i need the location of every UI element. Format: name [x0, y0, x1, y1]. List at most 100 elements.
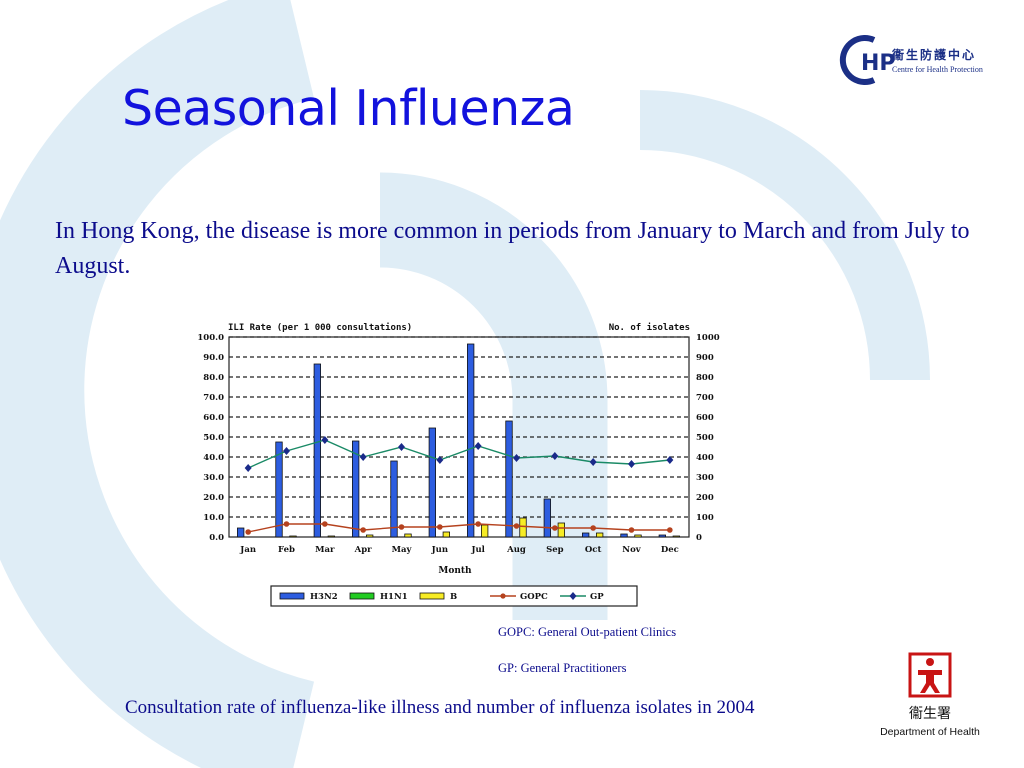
bar-b [557, 522, 565, 538]
point-gopc [552, 525, 558, 531]
point-gp [283, 447, 290, 455]
y-tick-label: 80.0 [203, 373, 224, 383]
point-gopc [283, 521, 290, 527]
legend-marker [569, 592, 577, 600]
point-gp [474, 442, 482, 450]
bar-h3n2 [313, 363, 321, 538]
y-tick-label: 40.0 [203, 453, 224, 463]
chart-caption: Consultation rate of influenza-like illn… [125, 697, 755, 718]
y2-tick-label: 900 [696, 353, 714, 363]
chart-grid [229, 336, 689, 518]
bar-b [634, 534, 642, 538]
bar-h3n2 [352, 440, 360, 538]
point-gopc [322, 521, 328, 527]
x-tick-label: Mar [315, 545, 335, 555]
legend-swatch-b [419, 592, 445, 600]
y-tick-label: 70.0 [203, 393, 224, 403]
y2-tick-label: 1000 [696, 333, 720, 343]
line-gp [247, 439, 670, 469]
note-gp: GP: General Practitioners [498, 661, 627, 675]
right-axis-title: No. of isolates [609, 322, 690, 333]
x-tick-label: Apr [354, 545, 373, 555]
point-gp [551, 452, 559, 460]
point-gopc [475, 521, 481, 527]
x-tick-label: Dec [661, 545, 679, 555]
plot-area-border [228, 336, 690, 538]
bar-h3n2 [275, 441, 283, 538]
left-axis-title: ILI Rate (per 1 000 consultations) [228, 322, 412, 333]
y-tick-label: 50.0 [203, 433, 224, 443]
y2-tick-label: 300 [696, 473, 714, 483]
bar-h3n2 [467, 343, 475, 538]
bar-h3n2 [390, 460, 398, 538]
note-gopc: GOPC: General Out-patient Clinics [498, 625, 677, 639]
chp-logo-mark: HP [861, 51, 896, 76]
x-axis-ticks: Jan Feb Mar Apr May Jun Jul Aug Sep Oct Nov Dec [239, 545, 679, 555]
legend-label: GOPC [520, 592, 548, 602]
bar-b [289, 535, 297, 538]
bar-h3n2 [428, 427, 436, 538]
legend-marker [500, 593, 506, 599]
legend-label: H1N1 [380, 592, 408, 602]
point-gp [321, 436, 329, 444]
y-tick-label: 20.0 [203, 493, 224, 503]
bar-h3n2 [582, 532, 590, 538]
y2-tick-label: 700 [696, 393, 714, 403]
bar-b [519, 517, 527, 538]
bar-b [672, 535, 680, 538]
point-gp [244, 464, 252, 472]
point-gopc [513, 523, 520, 529]
bar-b [481, 524, 489, 538]
slide-title: Seasonal Influenza [122, 80, 575, 137]
point-gopc [398, 524, 405, 530]
doh-logo-english: Department of Health [880, 726, 980, 738]
x-tick-label: Feb [278, 545, 295, 555]
chp-logo: HP 衞生防護中心 Centre for Health Protection [839, 35, 983, 85]
y2-tick-label: 800 [696, 373, 714, 383]
bar-b [404, 533, 412, 538]
x-tick-label: May [392, 545, 413, 555]
y-tick-label: 60.0 [203, 413, 224, 423]
point-gp [513, 454, 520, 462]
bar-h3n2 [237, 527, 245, 538]
y-tick-label: 30.0 [203, 473, 224, 483]
bar-b [596, 532, 604, 538]
point-gp [436, 456, 444, 464]
y2-tick-label: 400 [696, 453, 714, 463]
legend-swatch-h3n2 [279, 592, 305, 600]
slide-body-text: In Hong Kong, the disease is more common… [55, 218, 970, 279]
bar-series [237, 343, 680, 538]
y-tick-label: 100.0 [197, 333, 224, 343]
point-gopc [360, 527, 366, 533]
legend-box [270, 585, 638, 607]
y-tick-label: 90.0 [203, 353, 224, 363]
left-axis-ticks: 0.0 10.0 20.0 30.0 40.0 50.0 60.0 70.0 80.0 90.0 1… [197, 333, 224, 543]
x-tick-label: Sep [546, 545, 564, 555]
point-gp [398, 443, 405, 451]
x-tick-label: Oct [585, 545, 602, 555]
line-gopc [248, 523, 670, 533]
point-gp [589, 458, 597, 466]
y-tick-label: 10.0 [203, 513, 224, 523]
doh-logo-chinese: 衞生署 [909, 706, 951, 722]
x-tick-label: Aug [506, 545, 526, 555]
bar-h3n2 [620, 533, 628, 538]
line-series [244, 436, 674, 535]
point-gopc [590, 525, 596, 531]
x-tick-label: Nov [622, 545, 641, 555]
point-gp [628, 460, 635, 468]
point-gopc [628, 527, 635, 533]
legend-label: H3N2 [310, 592, 338, 602]
y2-tick-label: 100 [696, 513, 714, 523]
y2-tick-label: 200 [696, 493, 714, 503]
y-tick-label: 0.0 [209, 533, 224, 543]
legend-label: B [450, 592, 457, 602]
bar-h3n2 [505, 420, 513, 538]
bar-h3n2 [658, 534, 666, 538]
bar-b [442, 531, 450, 538]
bar-b [366, 534, 374, 538]
ili-chart: ILI Rate (per 1 000 consultations) No. o… [197, 322, 720, 607]
doh-logo: 衞生署 Department of Health [880, 652, 980, 738]
point-gopc [245, 529, 251, 535]
